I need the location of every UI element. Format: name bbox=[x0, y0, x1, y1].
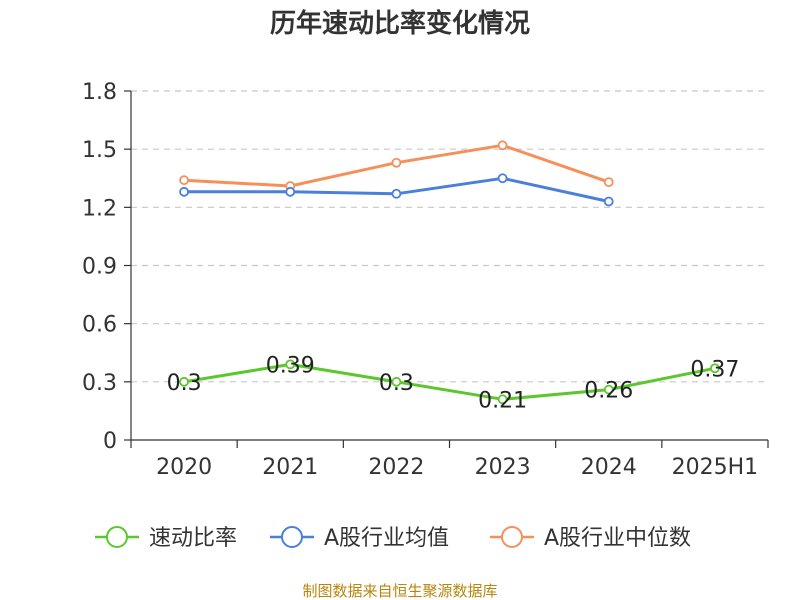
data-label: 0.39 bbox=[266, 353, 315, 378]
data-point bbox=[179, 376, 189, 387]
data-point bbox=[603, 177, 614, 188]
chart-title: 历年速动比率变化情况 bbox=[270, 8, 530, 39]
data-label: 0.21 bbox=[478, 388, 527, 413]
x-tick-label: 2024 bbox=[581, 455, 637, 480]
x-tick-label: 2020 bbox=[156, 455, 212, 480]
data-point bbox=[179, 175, 189, 186]
axes: 0 0.3 0.6 0.9 1.2 1.5 1.8 2020 2021 2022 2023 2024 2… bbox=[82, 80, 769, 480]
legend-label: A股行业均值 bbox=[324, 526, 449, 551]
data-point bbox=[497, 140, 508, 151]
data-point bbox=[497, 173, 508, 184]
data-point bbox=[391, 376, 402, 387]
y-tick-label: 0.9 bbox=[82, 255, 117, 280]
legend-marker bbox=[281, 526, 303, 548]
series-layer bbox=[179, 140, 720, 405]
source-note: 制图数据来自恒生聚源数据库 bbox=[302, 582, 497, 600]
data-point bbox=[179, 186, 189, 197]
x-tick-label: 2025H1 bbox=[672, 455, 759, 480]
x-tick-label: 2022 bbox=[368, 455, 424, 480]
grid bbox=[131, 90, 768, 383]
x-tick-label: 2021 bbox=[262, 455, 318, 480]
x-tick-label: 2023 bbox=[475, 455, 531, 480]
data-point bbox=[497, 394, 508, 405]
data-point bbox=[710, 363, 720, 374]
data-point bbox=[285, 186, 296, 197]
y-tick-label: 1.5 bbox=[82, 138, 117, 163]
y-tick-label: 1.2 bbox=[82, 196, 117, 221]
y-tick-label: 0 bbox=[103, 429, 117, 454]
data-point bbox=[285, 359, 296, 370]
y-tick-label: 0.3 bbox=[82, 371, 117, 396]
data-point bbox=[603, 384, 614, 395]
legend: 速动比率 A股行业均值 A股行业中位数 bbox=[95, 526, 691, 551]
data-point bbox=[603, 196, 614, 207]
legend-label: 速动比率 bbox=[149, 526, 237, 551]
legend-marker bbox=[501, 526, 523, 548]
data-label: 0.26 bbox=[584, 379, 633, 404]
series-line bbox=[183, 362, 716, 401]
data-point bbox=[391, 188, 402, 199]
y-tick-label: 1.8 bbox=[82, 80, 117, 105]
y-tick-label: 0.6 bbox=[82, 313, 117, 338]
legend-marker bbox=[106, 526, 128, 548]
data-label: 0.3 bbox=[167, 371, 202, 396]
data-labels: 0.3 0.39 0.3 0.21 0.26 0.37 bbox=[167, 353, 740, 413]
data-label: 0.3 bbox=[379, 371, 414, 396]
data-label: 0.37 bbox=[690, 357, 739, 382]
legend-label: A股行业中位数 bbox=[544, 526, 691, 551]
data-point bbox=[391, 157, 402, 168]
